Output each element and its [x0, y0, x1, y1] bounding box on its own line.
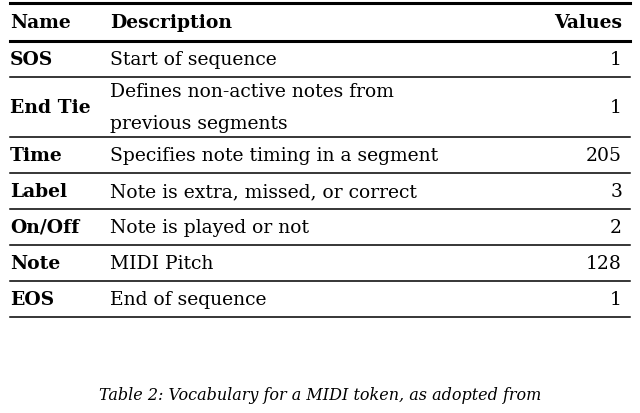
Text: Name: Name — [10, 14, 71, 32]
Text: Note: Note — [10, 254, 60, 272]
Text: 205: 205 — [586, 147, 622, 165]
Text: Table 2: Vocabulary for a MIDI token, as adopted from: Table 2: Vocabulary for a MIDI token, as… — [99, 386, 541, 403]
Text: Time: Time — [10, 147, 63, 165]
Text: End of sequence: End of sequence — [110, 290, 266, 308]
Text: Values: Values — [554, 14, 622, 32]
Text: Label: Label — [10, 183, 67, 201]
Text: 1: 1 — [610, 99, 622, 117]
Text: Description: Description — [110, 14, 232, 32]
Text: previous segments: previous segments — [110, 115, 287, 133]
Text: Start of sequence: Start of sequence — [110, 51, 276, 69]
Text: End Tie: End Tie — [10, 99, 91, 117]
Text: On/Off: On/Off — [10, 218, 79, 236]
Text: 1: 1 — [610, 51, 622, 69]
Text: 2: 2 — [610, 218, 622, 236]
Text: Defines non-active notes from: Defines non-active notes from — [110, 83, 394, 100]
Text: MIDI Pitch: MIDI Pitch — [110, 254, 213, 272]
Text: 3: 3 — [610, 183, 622, 201]
Text: 128: 128 — [586, 254, 622, 272]
Text: Note is extra, missed, or correct: Note is extra, missed, or correct — [110, 183, 417, 201]
Text: EOS: EOS — [10, 290, 54, 308]
Text: 1: 1 — [610, 290, 622, 308]
Text: Note is played or not: Note is played or not — [110, 218, 309, 236]
Text: SOS: SOS — [10, 51, 53, 69]
Text: Specifies note timing in a segment: Specifies note timing in a segment — [110, 147, 438, 165]
